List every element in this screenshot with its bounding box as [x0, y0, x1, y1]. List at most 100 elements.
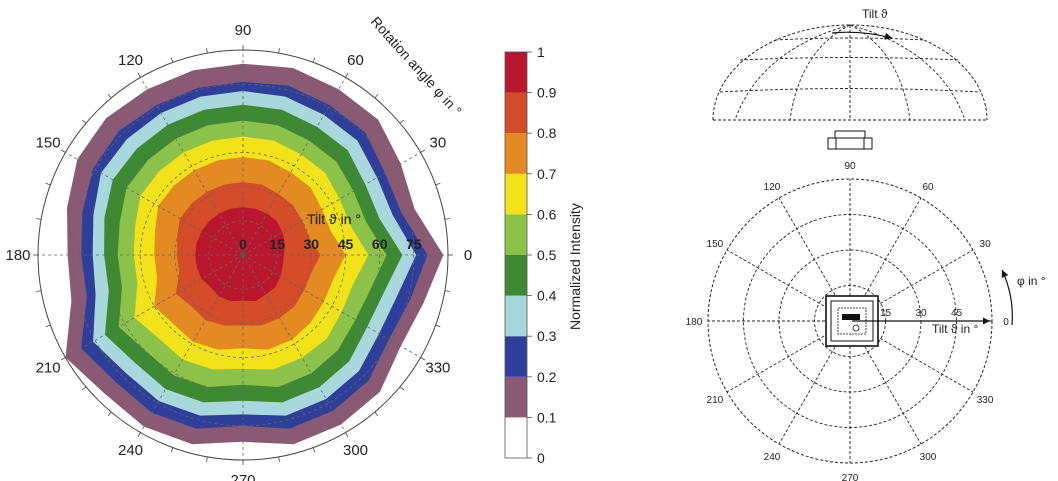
outer-tick — [45, 324, 51, 328]
schematic-angle-tick-label: 210 — [707, 395, 724, 406]
schematic-radial-tick-labels: 15 30 45 — [880, 308, 963, 319]
grid-ring — [208, 220, 278, 290]
measurement-schematic: Tilt ϑ 0 30 60 90 120 150 180 210 240 270 300 330 1… — [686, 7, 1046, 481]
angle-tick-label: 180 — [5, 247, 30, 264]
colorbar-tick-label: 0.2 — [537, 369, 557, 385]
outer-tick — [345, 72, 349, 78]
outer-tick — [206, 456, 208, 462]
colorbar-swatch — [505, 417, 527, 458]
outer-tick — [107, 411, 112, 417]
schematic-angle-tick-label: 240 — [764, 452, 781, 463]
schematic-grid-spoke — [726, 249, 851, 322]
schematic-angle-tick-label: 90 — [844, 161, 856, 172]
colorbar-swatch — [505, 214, 527, 255]
radial-tick-label: 60 — [372, 236, 388, 252]
grid-ring — [105, 117, 381, 393]
outer-tick — [435, 324, 441, 328]
colorbar-tick-label: 0.3 — [537, 328, 557, 344]
outer-tick — [374, 411, 379, 417]
colorbar-tick-label: 0.9 — [537, 85, 557, 101]
colorbar-swatch — [505, 173, 527, 215]
grid-spoke — [242, 254, 346, 433]
schematic-angle-tick-label: 300 — [920, 452, 937, 463]
outer-tick — [81, 386, 87, 391]
radial-tick-label: 75 — [406, 236, 422, 252]
angle-tick-label: 150 — [36, 135, 61, 152]
schematic-grid-spoke — [849, 320, 922, 445]
colorbar-swatch — [505, 133, 527, 174]
schematic-grid-spoke — [726, 320, 851, 393]
dome-diagram: Tilt ϑ — [712, 7, 988, 121]
outer-tick — [137, 72, 141, 78]
schematic-grid-spoke — [849, 320, 974, 393]
colorbar-tick-label: 0.5 — [537, 247, 557, 263]
radial-tick-label: 45 — [338, 236, 354, 252]
contour-band-0-9 — [195, 207, 285, 302]
colorbar-swatch — [505, 255, 527, 296]
outer-tick — [45, 182, 51, 186]
outer-tick — [60, 149, 66, 153]
angle-tick-label: 120 — [118, 52, 143, 69]
schematic-radial-tick-label: 15 — [880, 308, 892, 319]
grid-spoke — [65, 152, 244, 256]
colorbar-tick-label: 1 — [537, 44, 545, 60]
angle-tick-label: 210 — [36, 360, 61, 377]
outer-tick — [420, 149, 426, 153]
colorbar-swatch — [505, 92, 527, 134]
grid-spoke — [140, 77, 244, 256]
outer-tick — [36, 218, 42, 220]
colorbar-tick-labels: 0 0.1 0.2 0.3 0.4 0.5 0.6 0.7 0.8 0.9 1 — [527, 44, 557, 466]
angle-tick-label: 60 — [347, 52, 364, 69]
grid-spoke — [242, 77, 346, 256]
angle-tick-label: 30 — [430, 135, 447, 152]
angle-tick-label: 300 — [343, 442, 368, 459]
schematic-grid-spoke — [849, 249, 974, 322]
dome-tilt-label: Tilt ϑ — [862, 7, 888, 21]
schematic-angle-tick-labels: 0 30 60 90 120 150 180 210 240 270 300 330 — [686, 161, 1010, 481]
outer-tick — [170, 57, 174, 63]
phi-arrow — [1001, 269, 1013, 326]
angle-tick-label: 90 — [235, 22, 252, 39]
schematic-grid-spoke — [778, 320, 851, 445]
angle-tick-label: 240 — [118, 442, 143, 459]
center-dot — [240, 252, 246, 258]
outer-tick — [399, 119, 405, 124]
outer-tick — [312, 57, 316, 63]
radial-tick-label: 0 — [239, 236, 247, 252]
schematic-radial-tick-label: 45 — [951, 308, 963, 319]
colorbar-tick-label: 0.4 — [537, 288, 557, 304]
outer-tick — [278, 48, 280, 54]
radial-tick-labels: 0 15 30 45 60 75 — [239, 236, 422, 252]
radial-axis-label: Tilt ϑ in ° — [307, 211, 361, 227]
schematic-angle-tick-label: 120 — [764, 182, 781, 193]
colorbar-tick-label: 0 — [537, 450, 545, 466]
outer-tick — [137, 432, 141, 438]
schematic-radial-tick-label: 30 — [915, 308, 927, 319]
schematic-angle-label: φ in ° — [1017, 274, 1046, 288]
schematic-angle-tick-label: 60 — [922, 182, 934, 193]
grid-spoke — [65, 254, 244, 358]
schematic-angle-tick-label: 0 — [1003, 317, 1009, 328]
outer-tick — [107, 93, 112, 99]
schematic-angle-tick-label: 150 — [707, 239, 724, 250]
colorbar-swatch — [505, 336, 527, 377]
polar-contour-plot: 0 30 60 90 120 150 180 210 240 270 300 330 0 15 30 45 6… — [5, 13, 472, 481]
colorbar-swatch — [505, 295, 527, 337]
colorbar-tick-label: 0.7 — [537, 166, 557, 182]
outer-tick — [81, 119, 87, 124]
contour-layer — [38, 50, 448, 460]
outer-tick — [312, 447, 316, 453]
schematic-grid-spoke — [778, 197, 851, 322]
grid-spoke — [140, 254, 244, 433]
angle-axis-label: Rotation angle φ in ° — [368, 13, 465, 118]
schematic-angle-tick-label: 270 — [842, 473, 859, 481]
outer-tick — [444, 218, 450, 220]
colorbar: 0 0.1 0.2 0.3 0.4 0.5 0.6 0.7 0.8 0.9 1 Normalized… — [504, 44, 583, 466]
radial-tick-label: 30 — [304, 236, 320, 252]
outer-tick — [36, 290, 42, 292]
schematic-angle-tick-label: 330 — [977, 395, 994, 406]
schematic-radial-label: Tilt ϑ in ° — [932, 322, 978, 336]
polar-grid — [33, 45, 453, 465]
outer-tick — [206, 48, 208, 54]
